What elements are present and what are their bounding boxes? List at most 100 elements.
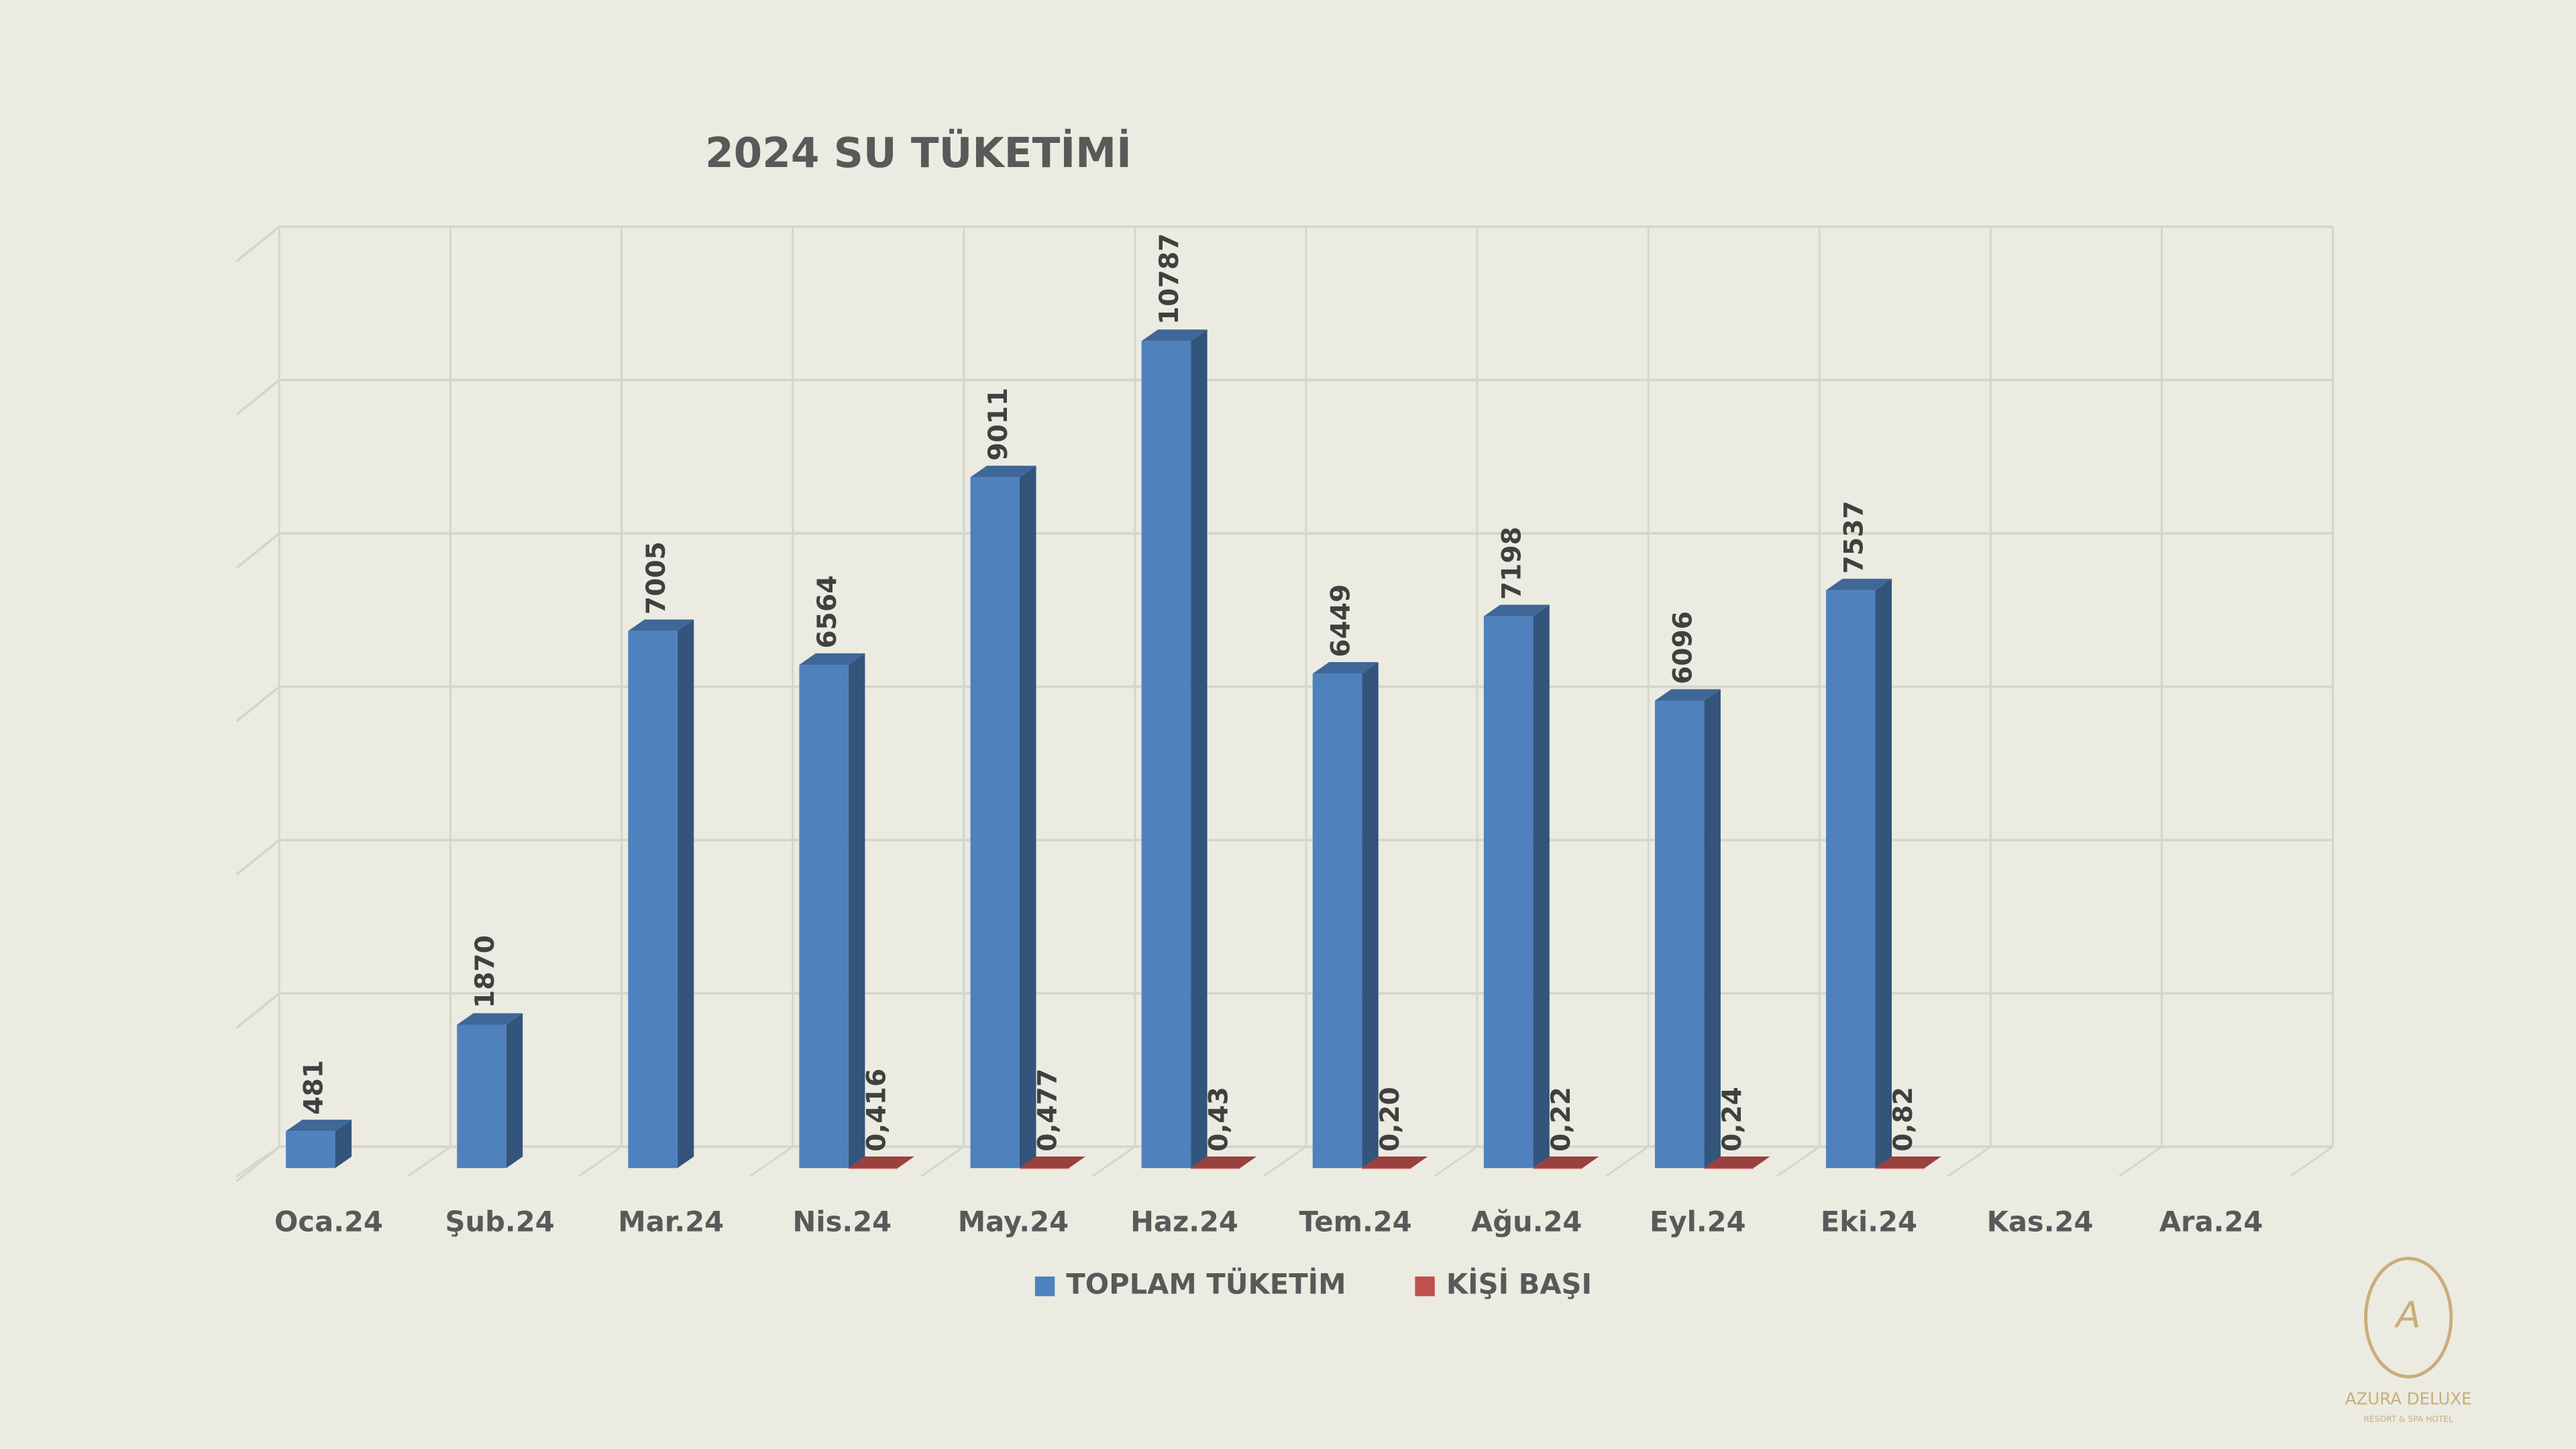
bar-front <box>970 477 1020 1169</box>
bar-top <box>286 1120 352 1132</box>
data-label: 6449 <box>1326 584 1356 657</box>
bar-top <box>970 466 1036 478</box>
data-label: 481 <box>299 1060 329 1115</box>
bar-front <box>1533 1168 1582 1169</box>
bar-side <box>1362 662 1379 1169</box>
floor-divider <box>578 1146 623 1177</box>
legend-label: TOPLAM TÜKETİM <box>1066 1268 1346 1301</box>
bar-front <box>1826 590 1876 1169</box>
floor-divider <box>1776 1146 1821 1177</box>
bar-side <box>1924 1156 1941 1169</box>
data-label: 0,24 <box>1717 1087 1748 1152</box>
data-label: 0,20 <box>1375 1087 1405 1152</box>
floor-divider <box>235 1146 280 1177</box>
bar-side <box>677 619 694 1169</box>
bar-side <box>848 653 865 1169</box>
bar-side <box>506 1013 523 1169</box>
bar-top <box>1704 1157 1770 1169</box>
x-tick-label: Kas.24 <box>1987 1205 2094 1238</box>
legend-label: KİŞİ BAŞI <box>1446 1268 1592 1301</box>
bar <box>457 1013 523 1169</box>
x-tick-label: Ara.24 <box>2159 1205 2263 1238</box>
grid-line-side <box>235 379 280 416</box>
grid-line-side <box>235 225 280 262</box>
logo-tagline: RESORT & SPA HOTEL <box>2363 1414 2453 1424</box>
x-tick-label: Oca.24 <box>274 1205 383 1238</box>
x-tick-label: Tem.24 <box>1299 1205 1412 1238</box>
logo-name: AZURA DELUXE <box>2345 1389 2472 1409</box>
bar-top <box>799 653 865 665</box>
bar-front <box>1141 341 1191 1169</box>
bar-top <box>1312 662 1379 674</box>
bar-top <box>1020 1157 1085 1169</box>
legend-swatch <box>1034 1276 1055 1297</box>
floor-divider <box>1091 1146 1136 1177</box>
bar-front <box>1654 700 1705 1169</box>
data-label: 0,82 <box>1888 1087 1919 1152</box>
bar <box>1533 1157 1599 1169</box>
bar-side <box>1753 1157 1770 1169</box>
floor-divider <box>749 1146 794 1177</box>
bar-front <box>1704 1168 1754 1169</box>
logo-monogram: A <box>2394 1294 2421 1336</box>
data-label: 7537 <box>1839 500 1870 574</box>
bar-side <box>1020 466 1036 1169</box>
bar-side <box>1191 329 1208 1169</box>
bar-side <box>1704 689 1721 1169</box>
data-label: 0,43 <box>1204 1087 1234 1152</box>
bar-front <box>628 631 678 1169</box>
grid-line-side <box>235 532 280 569</box>
x-tick-label: Nis.24 <box>792 1205 892 1238</box>
floor-divider <box>407 1146 451 1177</box>
bar <box>1141 329 1208 1169</box>
bar-front <box>1312 674 1362 1169</box>
bar-top <box>848 1157 914 1169</box>
chart-title: 2024 SU TÜKETİMİ <box>705 129 1132 177</box>
bar <box>1483 604 1550 1169</box>
x-tick-label: Eyl.24 <box>1650 1205 1746 1238</box>
bar-front <box>1020 1168 1069 1169</box>
bar-side <box>1875 578 1892 1169</box>
floor-divider <box>1434 1146 1478 1177</box>
bar-front <box>1191 1168 1240 1169</box>
floor-divider <box>2118 1146 2163 1177</box>
bar <box>1020 1157 1085 1169</box>
logo-emblem <box>2364 1256 2453 1379</box>
bar-side <box>1533 604 1550 1169</box>
floor-divider <box>1605 1146 1649 1177</box>
bar-front <box>848 1168 898 1169</box>
data-label: 7005 <box>641 541 672 614</box>
data-label: 0,416 <box>861 1069 892 1152</box>
legend-swatch <box>1415 1276 1435 1297</box>
data-label: 0,22 <box>1546 1087 1576 1152</box>
bar-top <box>1362 1157 1428 1169</box>
bar-front <box>1875 1168 1925 1169</box>
grid-line-side <box>235 686 280 722</box>
bar-top <box>1141 329 1208 341</box>
bar-front <box>457 1024 506 1169</box>
bar-top <box>1826 578 1892 590</box>
x-tick-label: Şub.24 <box>445 1205 555 1238</box>
data-label: 7198 <box>1497 527 1527 600</box>
bar <box>970 466 1036 1169</box>
x-tick-label: Mar.24 <box>618 1205 724 1238</box>
bar <box>1654 689 1721 1169</box>
floor-divider <box>2290 1146 2334 1177</box>
data-label: 9011 <box>983 388 1014 461</box>
bar-top <box>1533 1157 1599 1169</box>
bar <box>1191 1157 1257 1169</box>
x-tick-label: May.24 <box>958 1205 1069 1238</box>
bar <box>286 1120 352 1169</box>
data-label: 1870 <box>470 935 500 1008</box>
bar-side <box>335 1120 352 1169</box>
floor-divider <box>1263 1146 1307 1177</box>
bar <box>1312 662 1379 1169</box>
bar <box>1704 1157 1770 1169</box>
x-tick-label: Eki.24 <box>1821 1205 1917 1238</box>
bar-top <box>628 619 694 631</box>
bar-front <box>286 1131 335 1169</box>
bar-side <box>1411 1157 1428 1169</box>
bar-side <box>1240 1157 1257 1169</box>
